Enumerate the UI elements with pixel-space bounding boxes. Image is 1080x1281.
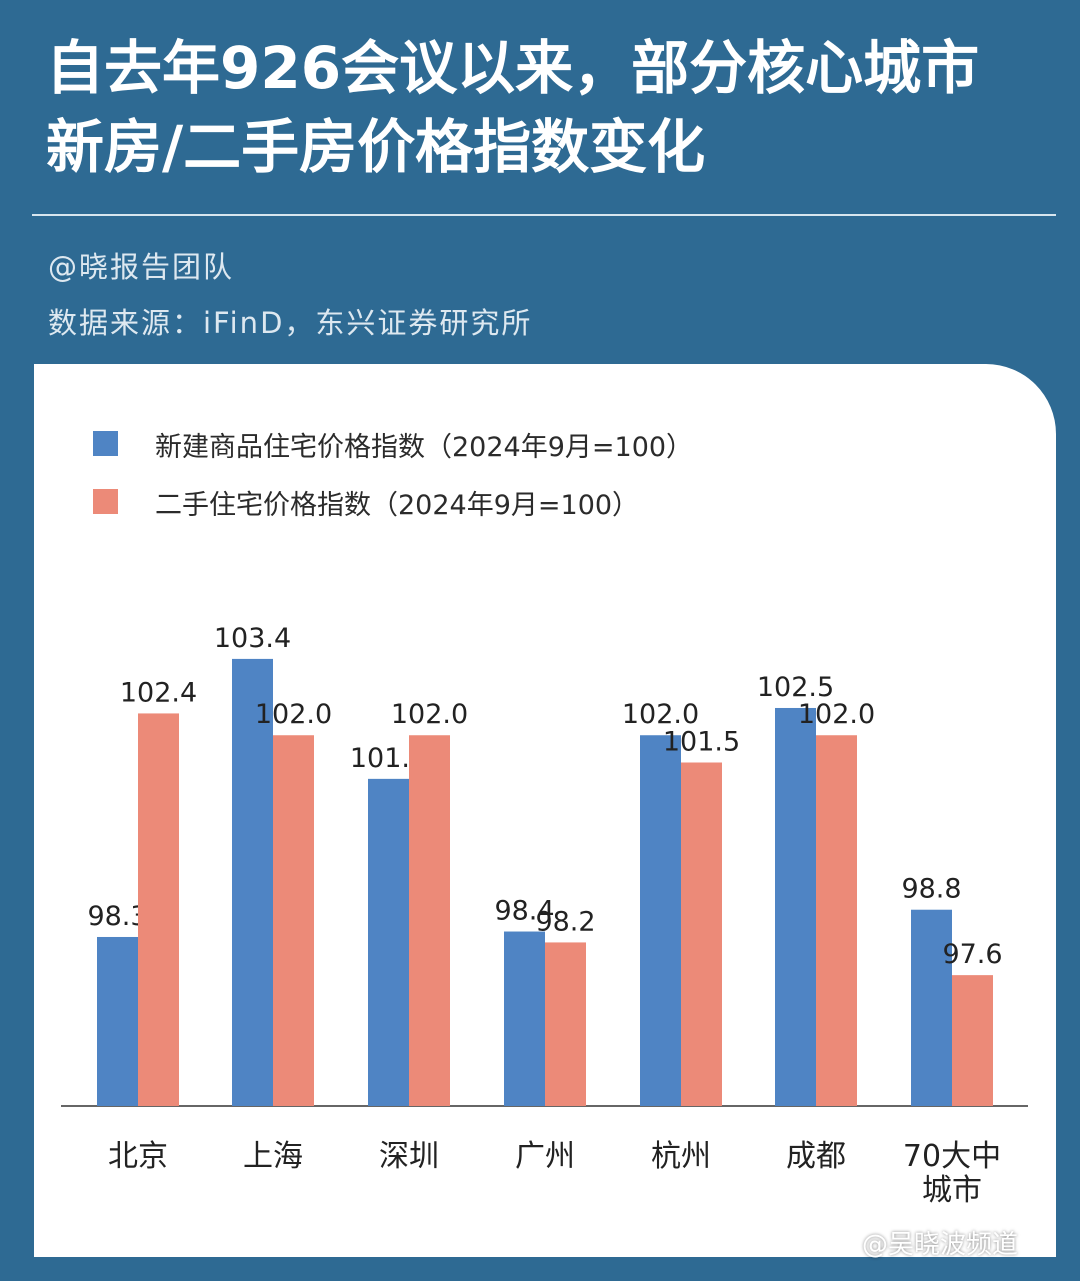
bar-resale-3 bbox=[545, 942, 586, 1106]
title-line-2: 新房/二手房价格指数变化 bbox=[46, 113, 706, 181]
value-label-new-1: 103.4 bbox=[214, 623, 291, 654]
value-label-resale-2: 102.0 bbox=[391, 699, 468, 730]
header-divider bbox=[32, 214, 1056, 216]
category-label-6-line0: 70大中 bbox=[903, 1139, 1001, 1174]
bar-resale-6 bbox=[952, 975, 993, 1106]
bar-resale-5 bbox=[816, 735, 857, 1106]
bar-resale-2 bbox=[409, 735, 450, 1106]
value-label-new-0: 98.3 bbox=[87, 901, 147, 932]
legend-label-new-homes: 新建商品住宅价格指数（2024年9月=100） bbox=[155, 432, 694, 463]
value-label-resale-0: 102.4 bbox=[120, 677, 197, 708]
value-label-new-4: 102.0 bbox=[622, 699, 699, 730]
data-source: 数据来源：iFinD，东兴证券研究所 bbox=[48, 306, 533, 340]
category-label-2: 深圳 bbox=[379, 1139, 439, 1174]
author-credit: @晓报告团队 bbox=[48, 250, 235, 284]
bar-new-4 bbox=[640, 735, 681, 1106]
bar-new-1 bbox=[232, 658, 273, 1106]
bar-new-5 bbox=[775, 707, 816, 1106]
category-label-4: 杭州 bbox=[651, 1139, 711, 1174]
bar-resale-1 bbox=[273, 735, 314, 1106]
value-label-new-3: 98.4 bbox=[494, 896, 554, 927]
bar-new-0 bbox=[97, 936, 138, 1106]
title: 自去年926会议以来，部分核心城市 新房/二手房价格指数变化 bbox=[46, 34, 1046, 188]
legend-swatch-salmon bbox=[93, 489, 118, 514]
value-label-new-5: 102.5 bbox=[757, 672, 834, 703]
bar-resale-4 bbox=[681, 762, 722, 1106]
chart-card bbox=[34, 364, 1056, 1257]
bar-resale-0 bbox=[138, 713, 179, 1106]
title-line-1: 自去年926会议以来，部分核心城市 bbox=[46, 34, 980, 96]
category-label-5: 成都 bbox=[786, 1139, 846, 1174]
category-label-6-line1: 城市 bbox=[922, 1173, 982, 1208]
category-label-0: 北京 bbox=[108, 1139, 168, 1174]
bar-new-3 bbox=[504, 931, 545, 1106]
watermark: @吴晓波频道 bbox=[862, 1230, 1019, 1260]
value-label-new-6: 98.8 bbox=[901, 874, 961, 905]
bar-new-6 bbox=[911, 909, 952, 1106]
value-label-resale-3: 98.2 bbox=[535, 906, 595, 937]
value-label-resale-4: 101.5 bbox=[663, 727, 740, 758]
value-label-resale-1: 102.0 bbox=[255, 699, 332, 730]
bar-new-2 bbox=[368, 778, 409, 1106]
category-label-3: 广州 bbox=[515, 1139, 575, 1174]
category-label-1: 上海 bbox=[243, 1139, 303, 1174]
value-label-resale-5: 102.0 bbox=[798, 699, 875, 730]
legend-swatch-blue bbox=[93, 431, 118, 456]
value-label-resale-6: 97.6 bbox=[942, 939, 1002, 970]
legend-label-resale-homes: 二手住宅价格指数（2024年9月=100） bbox=[155, 490, 640, 521]
